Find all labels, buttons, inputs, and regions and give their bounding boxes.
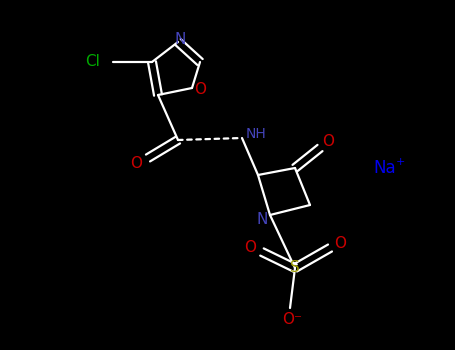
- Text: N: N: [174, 33, 186, 48]
- Text: O: O: [334, 236, 346, 251]
- Text: Na: Na: [374, 159, 396, 177]
- Text: O⁻: O⁻: [282, 313, 302, 328]
- Text: NH: NH: [246, 127, 266, 141]
- Text: O: O: [194, 83, 206, 98]
- Text: N: N: [256, 212, 268, 228]
- Text: O: O: [322, 134, 334, 149]
- Text: S: S: [290, 260, 300, 275]
- Text: O: O: [130, 155, 142, 170]
- Text: O: O: [244, 239, 256, 254]
- Text: Cl: Cl: [86, 55, 101, 70]
- Text: +: +: [395, 157, 404, 167]
